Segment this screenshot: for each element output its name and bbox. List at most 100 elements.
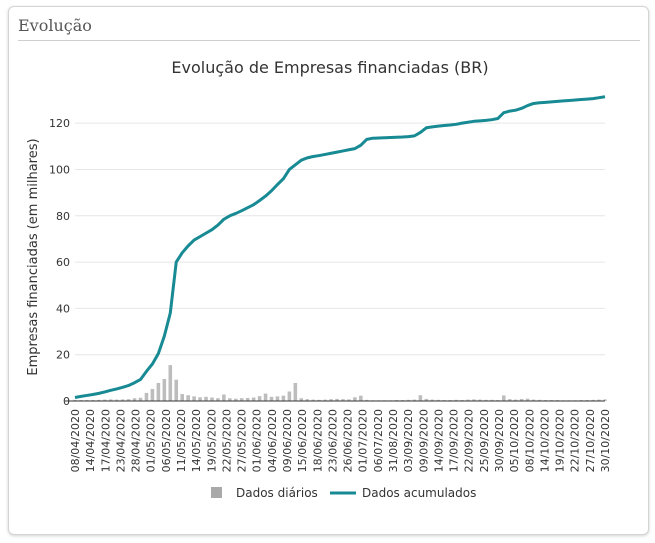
bar[interactable] (484, 399, 488, 401)
x-tick-label: 22/05/2020 (220, 409, 233, 472)
evolution-panel (8, 6, 649, 535)
bar[interactable] (287, 391, 292, 401)
x-tick-label: 14/04/2020 (84, 409, 97, 472)
x-tick-label: 23/06/2020 (326, 409, 339, 472)
bar[interactable] (222, 394, 226, 401)
y-tick-label: 80 (56, 210, 70, 223)
bar[interactable] (299, 398, 304, 401)
bar[interactable] (216, 398, 220, 401)
y-tick-label: 40 (56, 302, 70, 315)
legend-label-daily[interactable]: Dados diários (236, 486, 318, 500)
bar[interactable] (293, 382, 298, 401)
bar[interactable] (234, 398, 238, 401)
bar[interactable] (198, 397, 202, 401)
bar[interactable] (341, 399, 345, 401)
bar[interactable] (424, 398, 429, 401)
x-tick-label: 30/10/2020 (599, 409, 612, 472)
bar[interactable] (204, 396, 208, 401)
bar[interactable] (114, 399, 119, 401)
legend-label-cumulative[interactable]: Dados acumulados (362, 486, 476, 500)
y-tick-label: 120 (49, 117, 70, 130)
bar[interactable] (490, 399, 494, 401)
bar[interactable] (347, 399, 351, 401)
x-tick-label: 05/10/2020 (508, 409, 521, 472)
bar[interactable] (126, 399, 131, 401)
x-tick-label: 26/06/2020 (342, 409, 355, 472)
legend-swatch-daily (211, 487, 222, 498)
bar[interactable] (418, 395, 423, 401)
bar[interactable] (430, 399, 435, 401)
bar[interactable] (97, 399, 101, 401)
bar[interactable] (228, 398, 232, 401)
legend: Dados diários Dados acumulados (211, 486, 476, 500)
bar[interactable] (144, 392, 149, 401)
bar[interactable] (335, 398, 339, 401)
bar[interactable] (311, 399, 315, 401)
bar[interactable] (513, 399, 518, 401)
bar[interactable] (359, 395, 363, 401)
bar[interactable] (120, 399, 125, 401)
bar[interactable] (150, 388, 155, 401)
bar[interactable] (305, 399, 310, 401)
bar[interactable] (353, 397, 357, 401)
bar[interactable] (603, 399, 607, 401)
bar[interactable] (478, 399, 482, 401)
bar[interactable] (257, 396, 262, 401)
bar[interactable] (525, 398, 530, 401)
bar[interactable] (192, 396, 196, 401)
x-tick-label: 06/07/2020 (372, 409, 385, 472)
bar[interactable] (210, 397, 214, 401)
x-tick-label: 17/09/2020 (448, 409, 461, 472)
x-tick-label: 01/07/2020 (357, 409, 370, 472)
bar[interactable] (138, 397, 143, 401)
y-tick-label: 100 (49, 163, 70, 176)
bar[interactable] (507, 399, 512, 401)
x-tick-label: 08/04/2020 (69, 409, 82, 472)
bar[interactable] (239, 398, 244, 401)
bar[interactable] (263, 393, 268, 401)
y-axis-ticks: 020406080100120 (49, 117, 70, 408)
bar[interactable] (275, 396, 280, 401)
bar[interactable] (180, 394, 184, 401)
x-tick-label: 15/06/2020 (296, 409, 309, 472)
x-tick-label: 09/06/2020 (281, 409, 294, 472)
bar[interactable] (108, 399, 113, 401)
bar[interactable] (156, 382, 161, 401)
bar[interactable] (162, 379, 167, 401)
bar[interactable] (269, 396, 274, 401)
bar[interactable] (591, 399, 595, 401)
bar[interactable] (281, 395, 286, 401)
bar[interactable] (466, 399, 470, 401)
cumulative-line[interactable] (74, 95, 606, 400)
bar[interactable] (406, 399, 411, 401)
bar[interactable] (174, 379, 179, 401)
y-tick-label: 60 (56, 256, 70, 269)
y-tick-label: 20 (56, 349, 70, 362)
bar[interactable] (519, 398, 524, 401)
bar[interactable] (365, 399, 369, 401)
x-tick-label: 27/05/2020 (236, 409, 249, 472)
x-tick-label: 04/06/2020 (266, 409, 279, 472)
bar[interactable] (102, 399, 107, 401)
bar[interactable] (317, 399, 321, 401)
bar[interactable] (472, 399, 476, 401)
bar[interactable] (329, 399, 333, 401)
x-tick-label: 06/05/2020 (160, 409, 173, 472)
bar[interactable] (454, 399, 458, 401)
line-series-cumulative (74, 95, 606, 400)
bar[interactable] (412, 399, 417, 401)
bar[interactable] (245, 397, 250, 401)
bar[interactable] (501, 395, 506, 401)
bar[interactable] (132, 398, 137, 401)
bar[interactable] (186, 395, 190, 401)
bar[interactable] (597, 399, 601, 401)
bar[interactable] (537, 399, 542, 401)
panel-divider (18, 40, 640, 41)
bar[interactable] (168, 365, 173, 401)
bar[interactable] (73, 399, 77, 401)
bar[interactable] (531, 399, 536, 401)
bar[interactable] (251, 397, 256, 401)
bar[interactable] (323, 399, 327, 401)
bar[interactable] (436, 399, 441, 401)
